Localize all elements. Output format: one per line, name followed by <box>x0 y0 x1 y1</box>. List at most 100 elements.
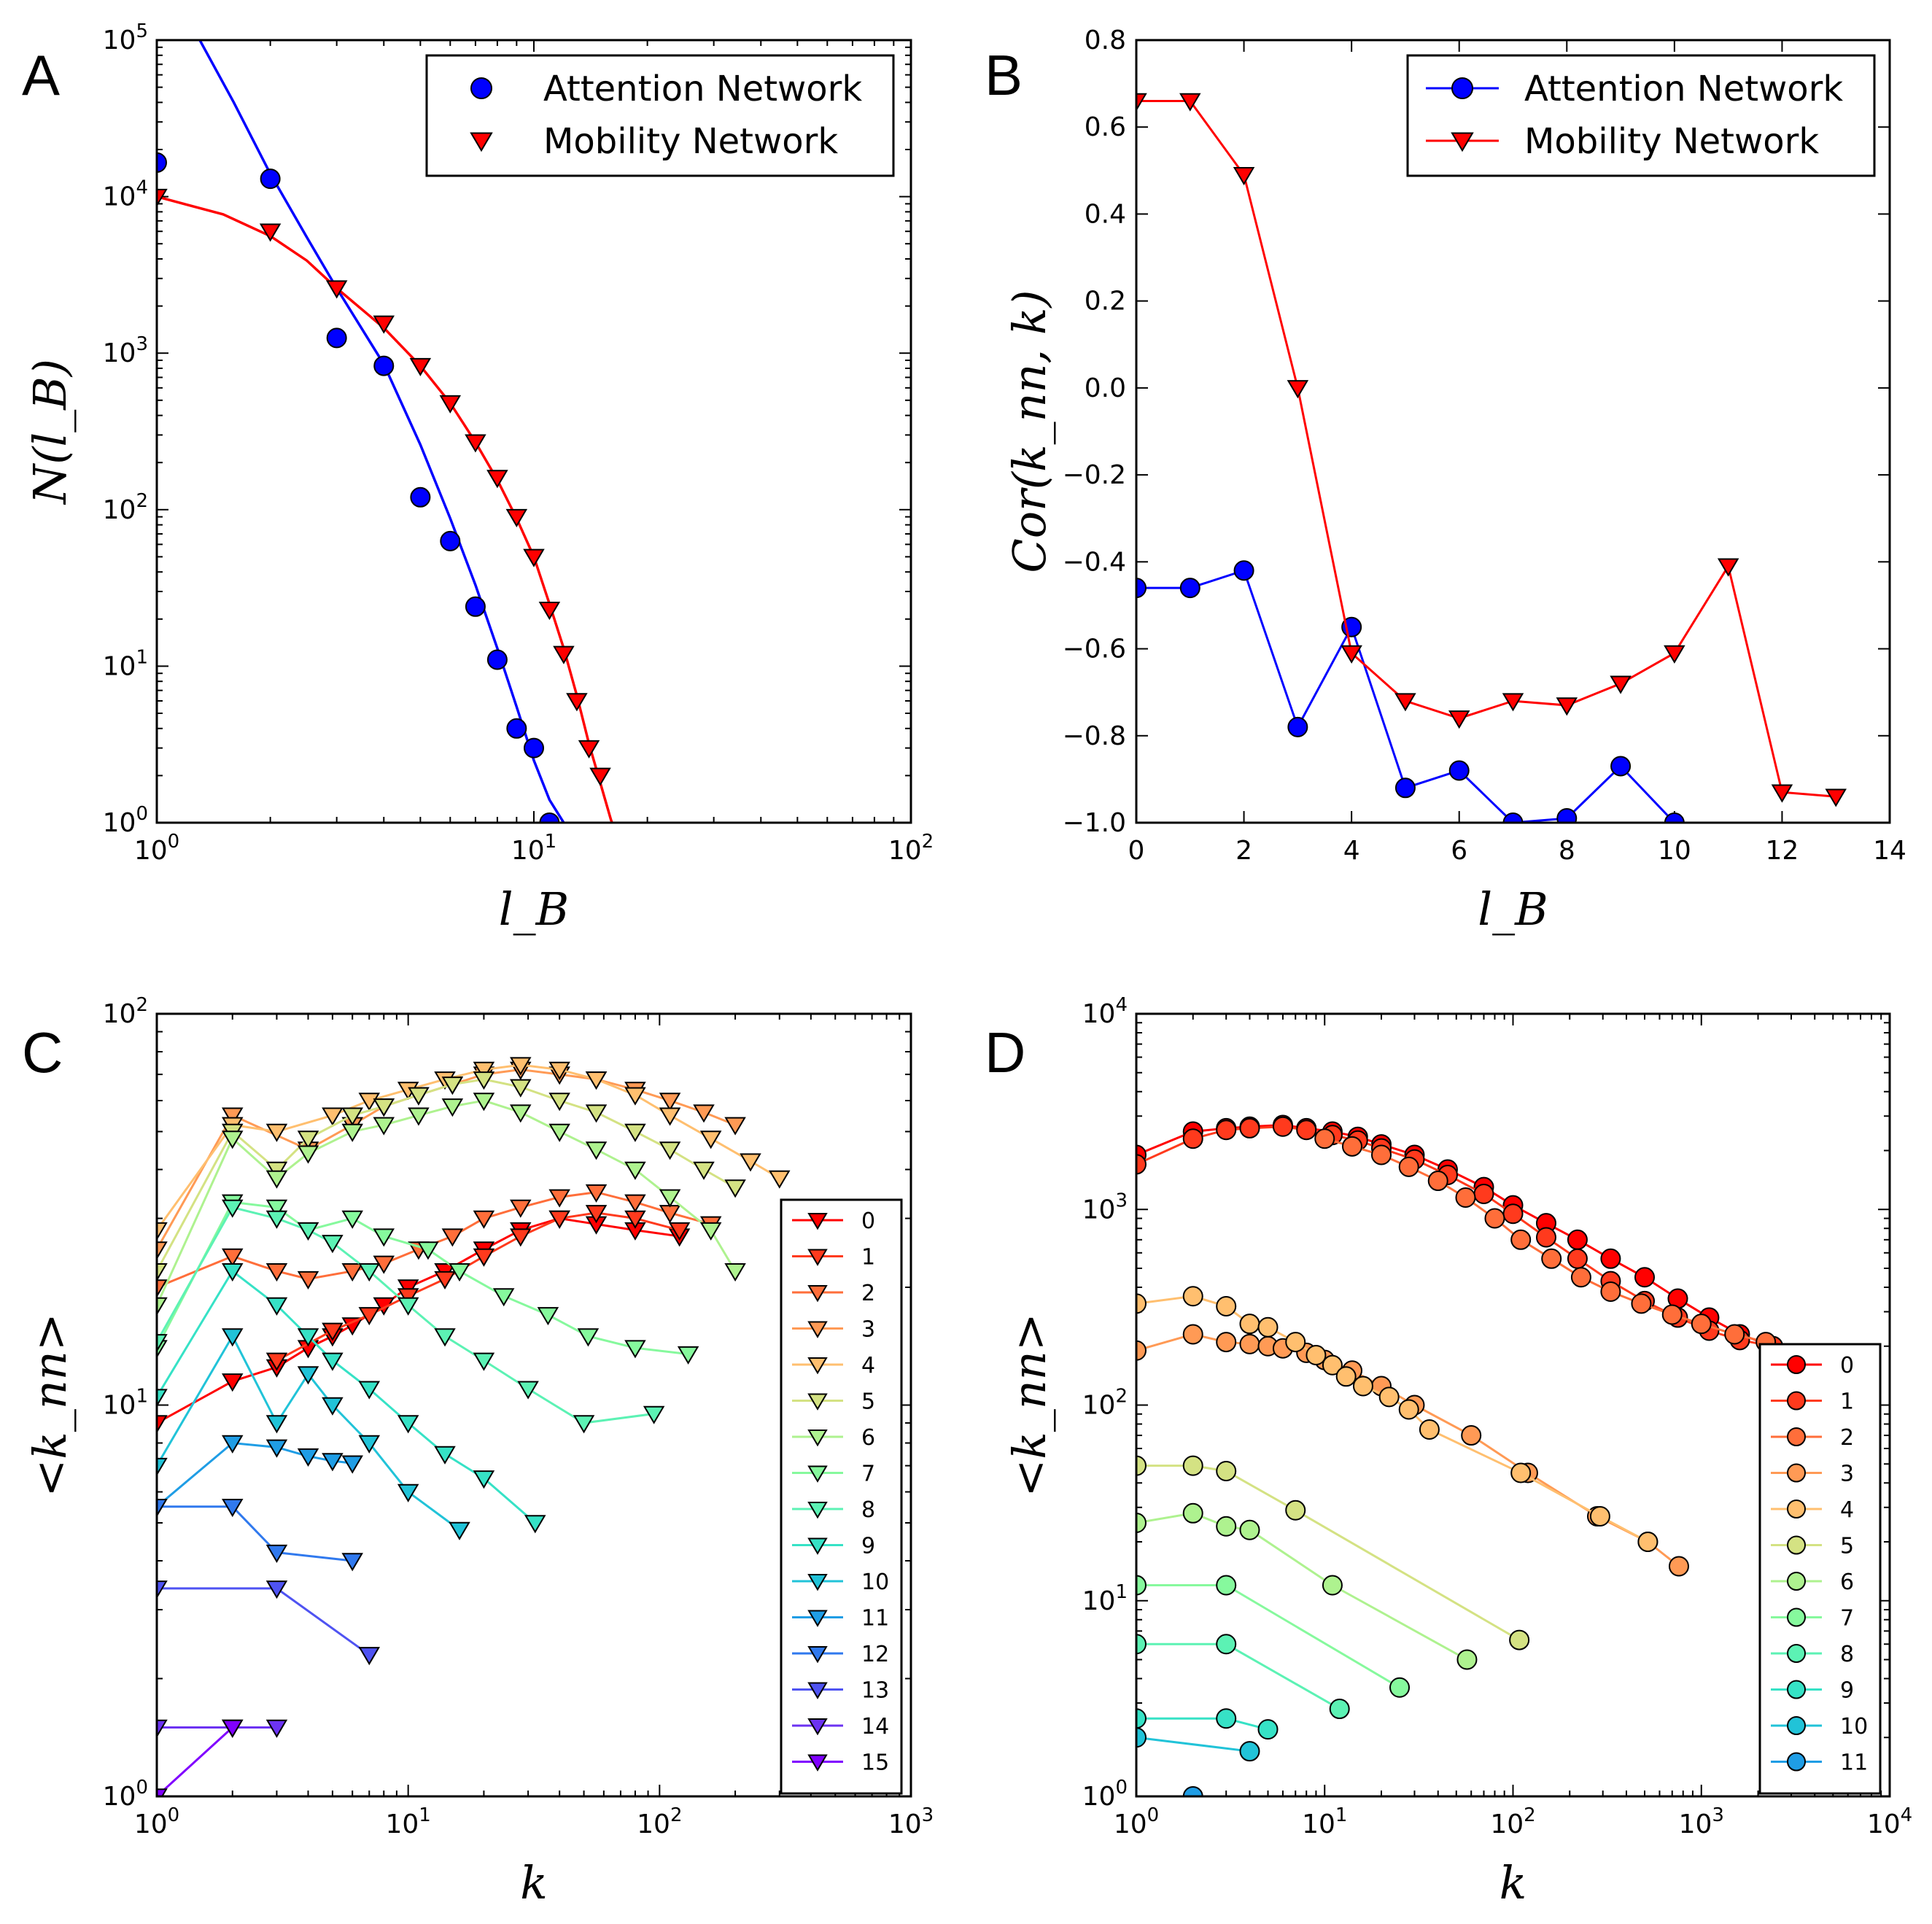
series-5 <box>157 1071 746 1282</box>
data-point <box>510 1228 532 1247</box>
x-tick-label: 101 <box>1302 1804 1347 1839</box>
series-line <box>1136 1295 1649 1543</box>
data-point <box>517 1381 539 1400</box>
data-point <box>769 1170 791 1189</box>
data-point <box>222 1373 244 1392</box>
legend-marker <box>807 1393 828 1411</box>
data-point <box>1136 1513 1147 1533</box>
legend-label: 12 <box>861 1642 889 1667</box>
data-point <box>326 327 347 349</box>
data-point <box>322 1107 344 1126</box>
y-tick-label: −0.8 <box>1063 721 1126 751</box>
data-point <box>157 1297 168 1316</box>
series-9 <box>1136 1708 1279 1740</box>
data-point <box>624 1161 646 1180</box>
data-point <box>465 434 486 453</box>
data-point <box>222 1499 244 1518</box>
data-point <box>1216 1516 1237 1537</box>
y-tick-label: 102 <box>103 490 148 525</box>
data-point <box>1661 1304 1683 1325</box>
legend-label: 5 <box>861 1389 875 1415</box>
plot-area <box>1136 1114 1783 1796</box>
data-point <box>677 1346 699 1365</box>
data-point <box>740 1153 761 1172</box>
data-point <box>222 1263 244 1282</box>
series-attention-network <box>1136 560 1685 823</box>
data-point <box>1427 1171 1448 1192</box>
data-point <box>1600 1281 1621 1302</box>
series-12 <box>157 1499 363 1572</box>
data-point <box>341 1107 363 1126</box>
data-point <box>523 548 545 567</box>
data-point <box>1589 1506 1610 1527</box>
series-line <box>157 1726 233 1796</box>
series-11 <box>1182 1786 1203 1796</box>
data-point <box>1502 1203 1524 1225</box>
plot-area <box>157 40 613 823</box>
data-point <box>537 1307 559 1326</box>
data-point <box>341 1455 363 1474</box>
legend-marker <box>1787 1572 1806 1591</box>
panel-letter: B <box>985 43 1023 107</box>
data-point <box>259 223 282 242</box>
x-tick-label: 100 <box>1114 1804 1159 1839</box>
series-line <box>157 1505 353 1562</box>
legend-marker <box>1787 1752 1806 1772</box>
data-point <box>157 152 167 173</box>
series-line <box>157 1191 712 1289</box>
data-point <box>1239 1519 1260 1540</box>
series-1 <box>1136 1116 1783 1357</box>
data-point <box>1182 1786 1203 1796</box>
data-point <box>548 1189 570 1208</box>
data-point <box>1398 1399 1419 1420</box>
x-tick-label: 102 <box>1490 1804 1535 1839</box>
x-tick-label: 100 <box>134 1804 179 1839</box>
data-point <box>325 280 348 299</box>
data-point <box>297 1145 319 1164</box>
legend-label: 2 <box>861 1281 875 1306</box>
legend-marker <box>807 1502 828 1519</box>
data-point <box>1239 1117 1260 1139</box>
data-point <box>222 1719 244 1738</box>
data-point <box>1322 1575 1343 1596</box>
series-4 <box>157 1057 791 1241</box>
plot-area <box>157 1057 791 1796</box>
data-point <box>409 357 432 376</box>
data-point <box>1448 710 1470 729</box>
series-attention-network <box>157 152 560 823</box>
series-7 <box>157 1194 699 1365</box>
data-point <box>1136 578 1147 599</box>
data-point <box>222 1130 244 1149</box>
data-point <box>643 1405 665 1424</box>
y-axis-label: <k_nn> <box>1003 1313 1056 1497</box>
data-point <box>1285 1500 1306 1521</box>
data-point <box>1136 1575 1147 1596</box>
legend-marker <box>807 1321 828 1338</box>
data-point <box>157 1788 168 1796</box>
series-9 <box>157 1263 546 1534</box>
data-point <box>297 1130 319 1149</box>
data-point <box>341 1553 363 1572</box>
y-tick-label: 102 <box>103 994 148 1029</box>
data-point <box>1378 1386 1400 1408</box>
data-point <box>1314 1128 1335 1149</box>
y-tick-label: −1.0 <box>1063 808 1126 838</box>
legend-label: 3 <box>1840 1462 1854 1487</box>
data-point <box>585 1104 608 1123</box>
data-point <box>1182 1502 1203 1524</box>
data-point <box>1136 1727 1147 1748</box>
x-tick-label: 2 <box>1235 836 1252 866</box>
data-point <box>1216 1708 1237 1729</box>
data-point <box>1216 1120 1237 1141</box>
data-point <box>1216 1634 1237 1655</box>
series-4 <box>1136 1286 1659 1552</box>
x-tick-label: 102 <box>637 1804 682 1839</box>
data-point <box>157 1415 168 1434</box>
x-tick-label: 102 <box>888 831 934 866</box>
data-point <box>1556 808 1578 823</box>
data-point <box>1272 1116 1293 1137</box>
x-tick-label: 0 <box>1128 836 1145 866</box>
data-point <box>297 1328 319 1347</box>
data-point <box>524 737 544 759</box>
data-point <box>1394 693 1416 712</box>
